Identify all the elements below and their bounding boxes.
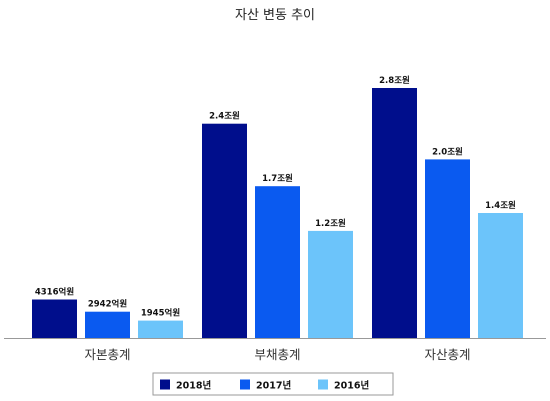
bar-value-label: 2942억원 bbox=[88, 299, 127, 310]
bar-0-2 bbox=[138, 320, 183, 338]
chart-title: 자산 변동 추이 bbox=[235, 8, 315, 23]
legend-label: 2017년 bbox=[256, 380, 291, 392]
bar-value-label: 4316억원 bbox=[35, 287, 74, 298]
bar-2-2 bbox=[478, 213, 523, 338]
bar-1-2 bbox=[308, 230, 353, 338]
value-labels-layer: 4316억원 2942억원 1945억원 2.4조원 1.7조원 1.2조원 2.8조원 2.… bbox=[35, 75, 516, 319]
bar-value-label: 1.4조원 bbox=[485, 200, 516, 211]
bar-2-0 bbox=[372, 88, 417, 338]
legend: 2018년 2017년 2016년 bbox=[152, 372, 394, 396]
bar-0-1 bbox=[85, 311, 130, 338]
bars-layer bbox=[32, 88, 523, 338]
legend-frame bbox=[152, 372, 394, 396]
category-label: 부채총계 bbox=[254, 347, 300, 362]
bar-2-1 bbox=[425, 159, 470, 338]
bar-value-label: 2.0조원 bbox=[432, 146, 463, 157]
bar-value-label: 2.8조원 bbox=[379, 75, 410, 86]
legend-swatch-2 bbox=[318, 379, 328, 390]
category-label: 자산총계 bbox=[424, 347, 470, 362]
legend-swatch-1 bbox=[240, 379, 250, 390]
bar-value-label: 1.2조원 bbox=[315, 218, 346, 229]
bar-0-0 bbox=[32, 299, 77, 338]
bar-value-label: 2.4조원 bbox=[209, 111, 240, 122]
category-label: 자본총계 bbox=[84, 347, 130, 362]
legend-label: 2018년 bbox=[176, 380, 211, 392]
bar-1-0 bbox=[202, 123, 247, 338]
legend-label: 2016년 bbox=[334, 380, 369, 392]
bar-value-label: 1945억원 bbox=[141, 308, 180, 319]
category-labels-layer: 자본총계 부채총계 자산총계 bbox=[84, 347, 470, 362]
legend-swatch-0 bbox=[160, 379, 170, 390]
bar-1-1 bbox=[255, 186, 300, 338]
bar-value-label: 1.7조원 bbox=[262, 173, 293, 184]
